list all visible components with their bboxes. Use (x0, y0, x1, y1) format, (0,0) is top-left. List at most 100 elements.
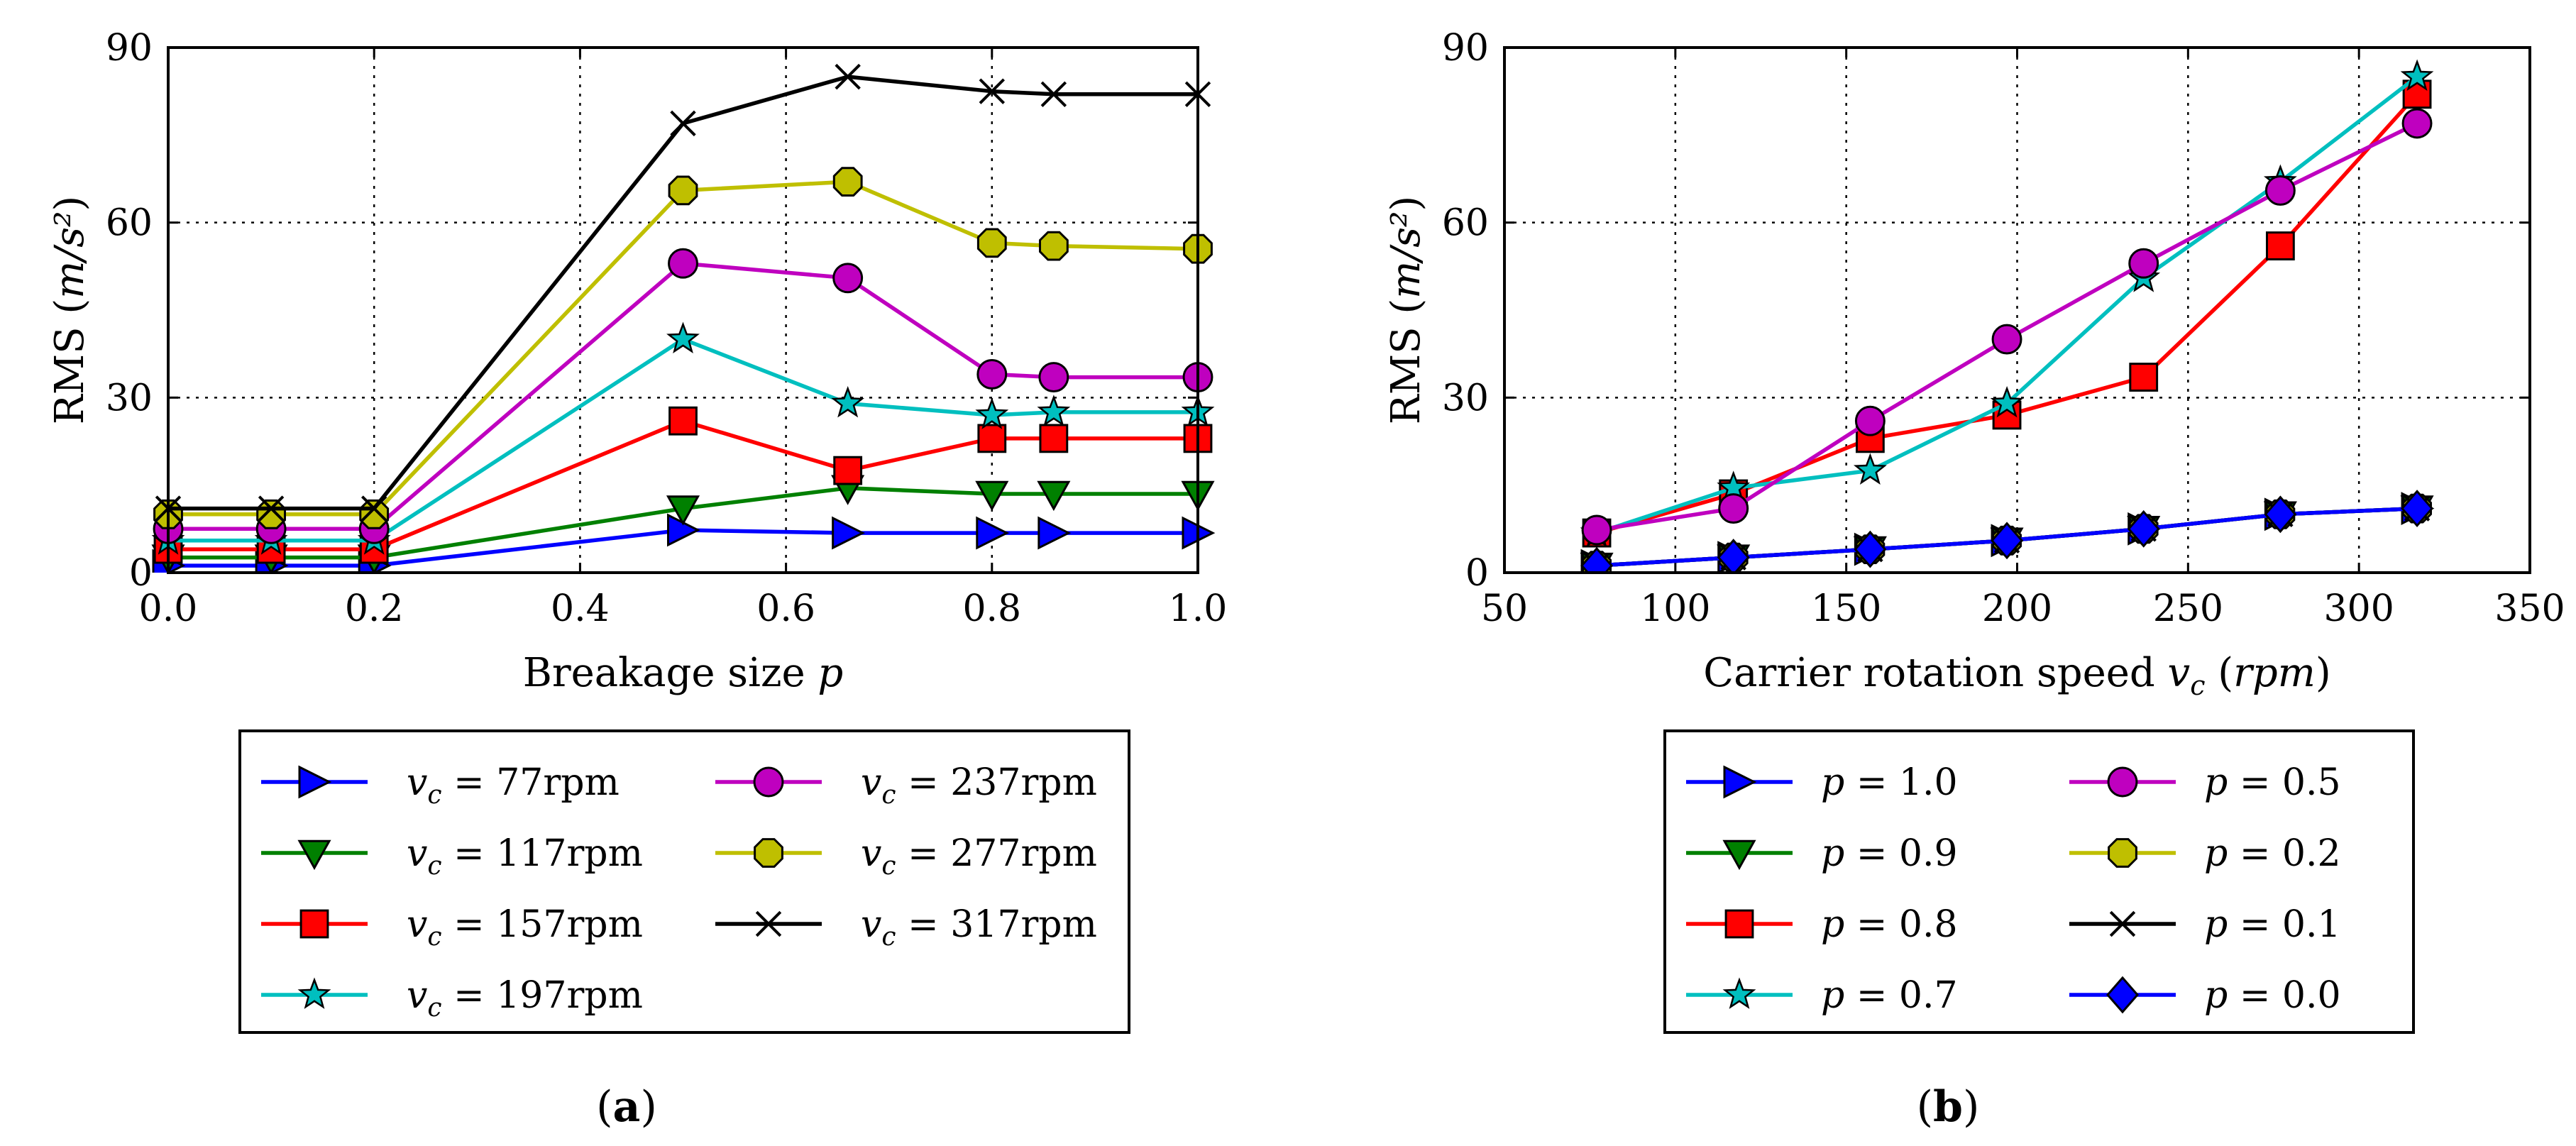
x-tick-label: 0.0 (139, 588, 198, 630)
x-axis-label: Carrier rotation speed vc (rpm) (1703, 650, 2330, 701)
data-point (668, 248, 698, 279)
series-line (168, 337, 1198, 543)
legend-item-p-1-0: p = 1.0 (1686, 761, 1958, 804)
data-point (1853, 453, 1887, 485)
legend-marker (297, 977, 331, 1009)
series-p-0-5 (1581, 108, 2433, 546)
data-point (1854, 530, 1887, 568)
y-axis-label: RMS (m/s²) (47, 196, 93, 425)
data-point (1990, 386, 2024, 418)
legend-marker (2108, 838, 2137, 868)
legend-item-vc-77rpm: vc = 77rpm (261, 761, 620, 810)
data-point (2127, 509, 2160, 548)
x-tick-label: 1.0 (1169, 588, 1228, 630)
x-tick-label: 0.4 (551, 588, 610, 630)
data-point (833, 456, 863, 485)
y-tick-label: 0 (129, 552, 153, 595)
data-point (256, 499, 286, 529)
legend-label: vc = 277rpm (861, 832, 1097, 881)
data-point (1580, 546, 1614, 573)
legend-label: p = 0.1 (2204, 903, 2341, 946)
data-point (1037, 395, 1071, 426)
data-point (666, 495, 700, 526)
legend-item-p-0-5: p = 0.5 (2069, 761, 2341, 804)
legend-label: p = 0.5 (2204, 761, 2341, 804)
data-point (1038, 362, 1069, 393)
series-p-0-7 (1580, 59, 2434, 548)
legend-item-p-0-7: p = 0.7 (1686, 974, 1958, 1017)
legend-item-vc-277rpm: vc = 277rpm (715, 832, 1097, 881)
legend-item-p-0-9: p = 0.9 (1686, 832, 1958, 875)
x-tick-label: 100 (1640, 588, 1710, 630)
x-tick-label: 0.2 (345, 588, 404, 630)
data-point (258, 495, 285, 522)
series-line (168, 180, 1199, 517)
y-tick-label: 90 (106, 27, 153, 70)
legend-item-p-0-1: p = 0.1 (2069, 903, 2341, 946)
legend-label: p = 0.9 (1821, 832, 1958, 875)
axes-frame (167, 46, 1199, 574)
y-tick-label: 30 (106, 377, 153, 419)
legend-item-vc-197rpm: vc = 197rpm (261, 974, 643, 1023)
data-point (1037, 516, 1072, 550)
data-point (1991, 324, 2022, 355)
data-point (359, 499, 390, 529)
legend-item-vc-157rpm: vc = 157rpm (261, 903, 643, 952)
legend-label: vc = 77rpm (407, 761, 620, 810)
legend-label: p = 0.8 (1821, 903, 1958, 946)
x-tick-label: 300 (2324, 588, 2394, 630)
data-point (1717, 539, 1750, 573)
legend-marker (2107, 766, 2138, 798)
legend-marker (297, 839, 331, 871)
series-line (1596, 92, 2419, 535)
y-axis-label: RMS (m/s²) (1383, 196, 1429, 425)
legend-marker (2109, 910, 2136, 937)
y-tick-label: 60 (106, 202, 153, 245)
data-point (666, 321, 700, 353)
data-point (668, 175, 698, 206)
data-point (2264, 175, 2296, 206)
plot-area (151, 63, 1216, 573)
data-point (976, 228, 1007, 258)
x-tick-label: 200 (1982, 588, 2052, 630)
legend-item-vc-117rpm: vc = 117rpm (261, 832, 643, 881)
legend: p = 1.0 p = 0.9 p = 0.8 p = 0.7 p = 0.5 p = 0… (1663, 729, 2415, 1034)
data-point (975, 480, 1009, 512)
data-point (2128, 248, 2159, 279)
data-point (1039, 231, 1069, 261)
legend-marker (298, 765, 332, 799)
y-tick-label: 0 (1465, 552, 1489, 595)
data-point (1991, 522, 2024, 560)
data-point (1581, 514, 1612, 546)
legend-marker (1722, 977, 1756, 1009)
panel-label: (a) (596, 1082, 657, 1132)
data-point (1039, 424, 1069, 453)
data-point (2265, 231, 2295, 260)
panel-label: (b) (1917, 1082, 1980, 1132)
series-line (1596, 75, 2418, 535)
data-point (670, 110, 696, 137)
legend-marker (1723, 765, 1757, 799)
data-point (832, 516, 866, 550)
data-point (2129, 363, 2159, 392)
legend-label: vc = 317rpm (861, 903, 1097, 952)
data-point (2400, 59, 2434, 92)
legend: vc = 77rpm vc = 117rpm vc = 157rpm vc = 197… (238, 729, 1130, 1034)
data-point (2401, 490, 2434, 527)
legend-label: vc = 117rpm (407, 832, 643, 881)
data-point (2401, 108, 2433, 139)
series-vc-277rpm (153, 167, 1213, 529)
legend-marker (1722, 839, 1756, 871)
data-point (976, 358, 1008, 390)
legend-box (238, 729, 1130, 1034)
data-point (975, 397, 1009, 429)
data-point (832, 167, 863, 197)
x-axis-label: Breakage size p (523, 650, 844, 696)
grid (1504, 48, 2530, 573)
data-point (835, 63, 861, 90)
axes-frame (1503, 46, 2531, 574)
legend-marker (1724, 909, 1754, 939)
legend-label: vc = 157rpm (407, 903, 643, 952)
y-tick-label: 30 (1442, 377, 1489, 419)
